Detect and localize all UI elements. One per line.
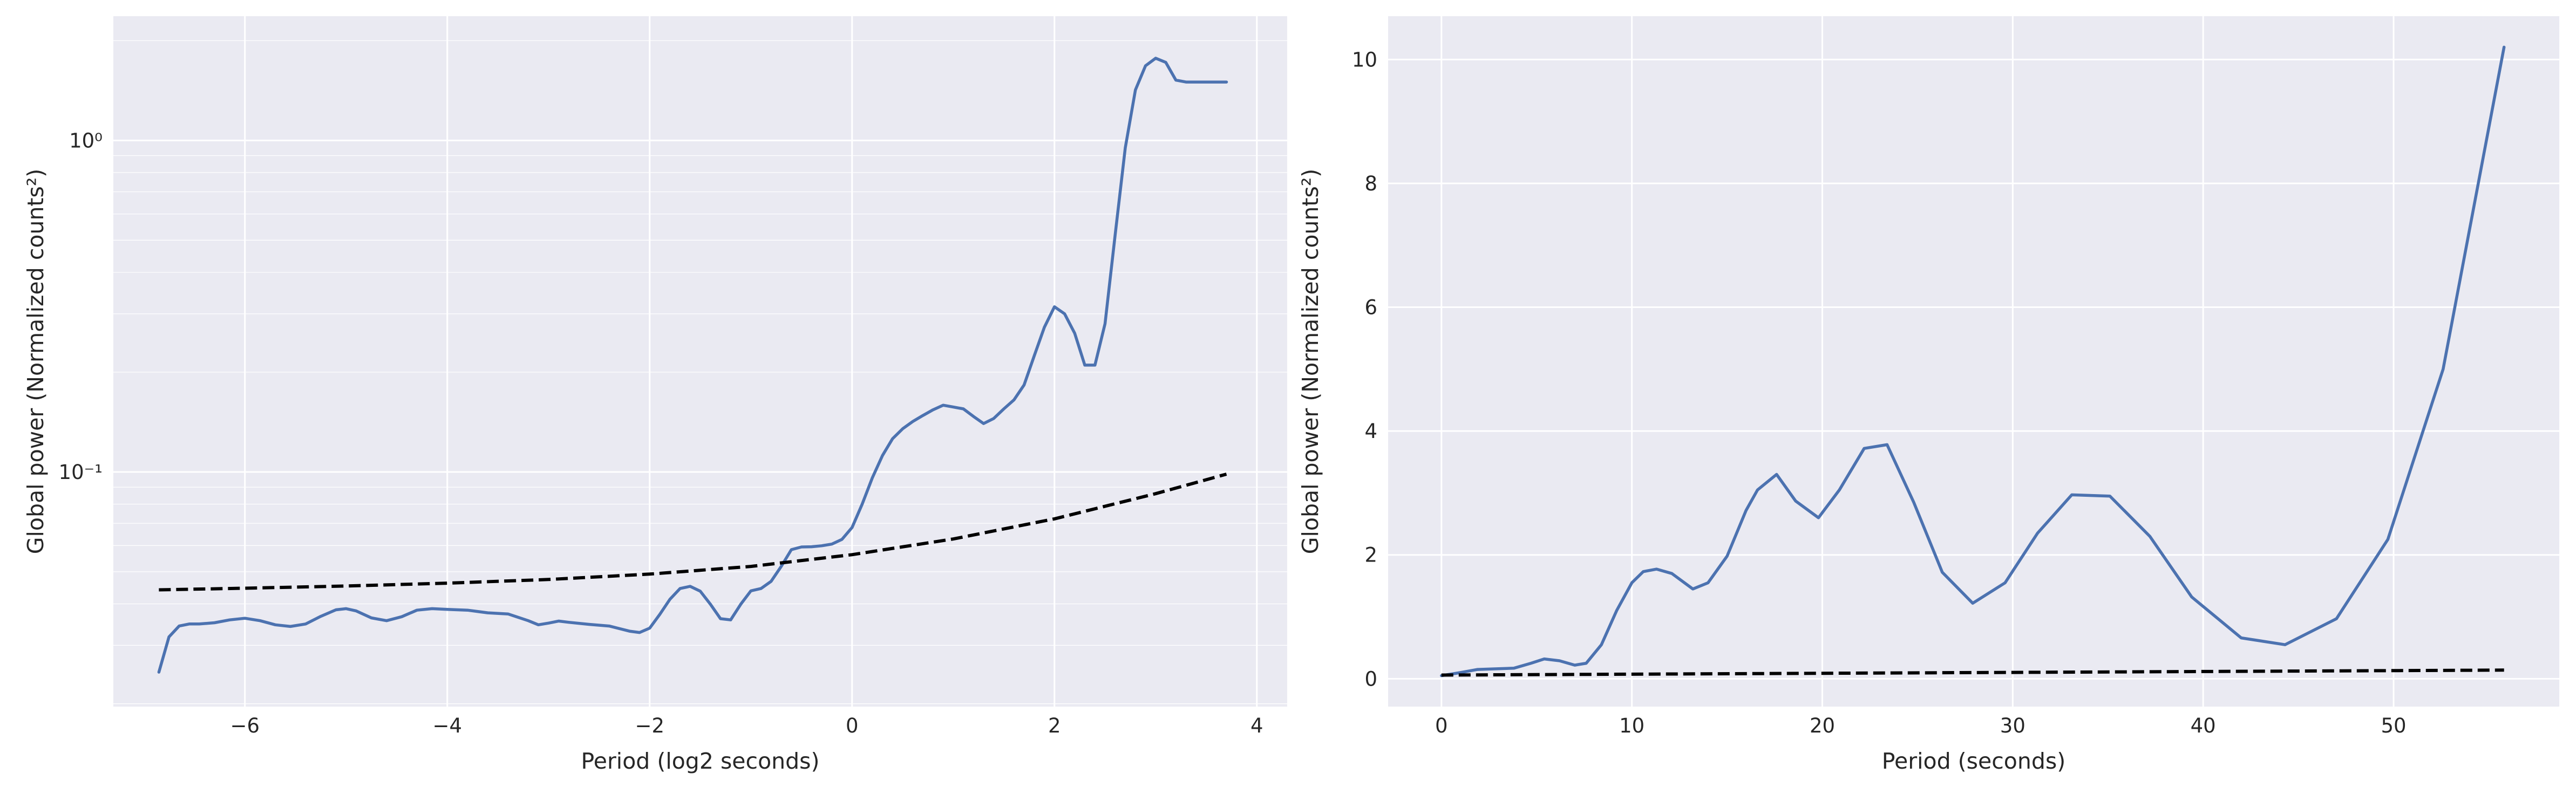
significance-line <box>1441 668 2504 677</box>
x-tick-label: 50 <box>2381 714 2406 737</box>
x-tick-label: 0 <box>846 714 859 737</box>
right-panel: 0 10 20 30 40 50 0 2 4 6 8 10 Period (seconds) Global… <box>1297 16 2559 774</box>
x-tick-label: 2 <box>1048 714 1061 737</box>
x-axis-label: Period (seconds) <box>1882 748 2065 774</box>
y-axis-label: Global power (Normalized counts²) <box>23 169 49 555</box>
x-tick-label: 10 <box>1619 714 1644 737</box>
global-power-line <box>1440 45 2506 677</box>
x-tick-label: 20 <box>1810 714 1835 737</box>
y-tick-label: 2 <box>1364 544 1377 567</box>
x-tick-label: 0 <box>1435 714 1448 737</box>
left-panel: −6 −4 −2 0 2 4 10⁻¹ 10⁰ Period (log2 seconds) Glo… <box>23 16 1287 774</box>
global-power-line <box>157 57 1228 674</box>
x-tick-label: 30 <box>2000 714 2026 737</box>
y-tick-label: 8 <box>1364 172 1377 195</box>
significance-line <box>159 473 1227 592</box>
y-tick-label: 10⁰ <box>69 129 103 152</box>
y-tick-label: 4 <box>1364 420 1377 443</box>
y-tick-label: 0 <box>1364 667 1377 690</box>
x-tick-label: 40 <box>2191 714 2216 737</box>
y-tick-label: 10 <box>1352 48 1377 71</box>
y-tick-label: 10⁻¹ <box>59 461 103 484</box>
x-tick-label: 4 <box>1250 714 1263 737</box>
x-tick-label: −4 <box>432 714 462 737</box>
x-tick-label: −2 <box>635 714 664 737</box>
y-axis-label: Global power (Normalized counts²) <box>1297 169 1323 555</box>
x-tick-label: −6 <box>230 714 260 737</box>
plot-area <box>113 16 1287 707</box>
x-axis-label: Period (log2 seconds) <box>581 748 819 774</box>
plot-area <box>1388 16 2559 707</box>
y-tick-label: 6 <box>1364 296 1377 319</box>
